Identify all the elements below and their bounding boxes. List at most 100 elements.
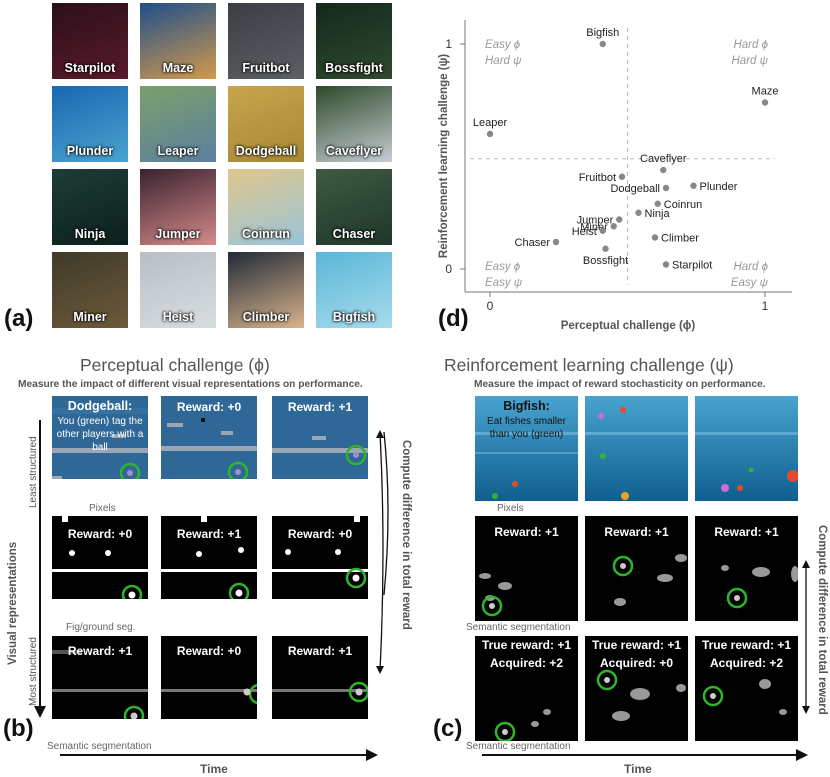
point-heist	[599, 227, 606, 234]
point-label-fruitbot: Fruitbot	[579, 172, 616, 184]
bigfish-pixel-frame-1: Bigfish: Eat fishes smaller than you (gr…	[475, 396, 578, 501]
game-tile-fruitbot: Fruitbot	[228, 3, 304, 79]
dodgeball-pixel-frame-1: Dodgeball: You (green) tag the other pla…	[52, 396, 148, 479]
panel-c-letter: (c)	[433, 715, 463, 742]
game-tile-label: Leaper	[157, 144, 199, 158]
fg-reward-1: Reward: +0	[67, 527, 133, 541]
game-tile-label: Heist	[162, 310, 194, 324]
point-ninja	[635, 209, 642, 216]
point-label-plunder: Plunder	[700, 181, 738, 193]
quadrant-label: Easy ψ	[485, 277, 523, 289]
point-bigfish	[599, 40, 606, 48]
c-row2-reward-2: Reward: +1	[604, 525, 669, 539]
quadrant-label: Easy ϕ	[485, 261, 521, 273]
quadrant-label: Hard ϕ	[733, 39, 768, 51]
game-tile-plunder: Plunder	[52, 86, 128, 162]
dodgeball-caption-title: Dodgeball:	[67, 399, 133, 413]
game-tile-label: Bossfight	[325, 61, 383, 75]
point-label-caveflyer: Caveflyer	[640, 153, 687, 165]
game-tile-label: Starpilot	[64, 61, 116, 75]
c-row3-acq-1: Acquired: +2	[489, 656, 564, 670]
game-tile-label: Ninja	[74, 227, 106, 241]
figground-frame-1: Reward: +0	[52, 516, 148, 599]
c-row3-true-3: True reward: +1	[701, 638, 792, 652]
point-starpilot	[662, 261, 670, 268]
semantic-frame-3: Reward: +1	[272, 636, 368, 719]
point-label-heist: Heist	[572, 226, 597, 238]
sem-reward-1: Reward: +1	[67, 644, 133, 658]
point-chaser	[552, 238, 560, 246]
quadrant-label: Easy ψ	[731, 277, 769, 289]
bigfish-sem-frame-1: Reward: +1	[475, 516, 578, 621]
x-axis-label: Perceptual challenge (ϕ)	[561, 320, 696, 332]
dodgeball-caption-text: You (green) tag the other players with a…	[56, 416, 144, 453]
point-label-maze: Maze	[752, 86, 779, 98]
least-structured-label: Least structured	[28, 436, 39, 508]
game-tile-maze: Maze	[140, 3, 216, 79]
game-tile-dodgeball: Dodgeball	[228, 86, 304, 162]
figground-frame-2: Reward: +1	[161, 516, 257, 599]
game-grid: Starpilot Maze Fruitbot Bossfight Plunder Lea…	[52, 3, 404, 335]
bigfish-stoch-frame-3: True reward: +1 Acquired: +2	[695, 636, 798, 741]
sem-reward-3: Reward: +1	[287, 644, 353, 658]
panel-b-letter: (b)	[3, 715, 34, 742]
game-tile-label: Coinrun	[242, 227, 290, 241]
game-tile-label: Caveflyer	[325, 144, 383, 158]
figground-frame-3: Reward: +0	[272, 516, 368, 599]
point-plunder	[690, 182, 697, 189]
game-tile-chaser: Chaser	[316, 169, 392, 245]
c-row3-true-1: True reward: +1	[481, 638, 572, 652]
c-row3-acq-2: Acquired: +0	[599, 656, 674, 670]
bigfish-stoch-frame-2: True reward: +1 Acquired: +0	[585, 636, 688, 741]
dodgeball-pixel-frame-2: Reward: +0	[161, 396, 257, 479]
point-climber	[651, 234, 659, 241]
point-miner	[610, 223, 617, 230]
game-tile-label: Jumper	[155, 227, 201, 241]
figground-label: Fig/ground seg.	[66, 622, 136, 633]
point-label-starpilot: Starpilot	[672, 260, 712, 272]
quadrant-label: Hard ϕ	[733, 261, 768, 273]
game-tile-heist: Heist	[140, 252, 216, 328]
game-tile-jumper: Jumper	[140, 169, 216, 245]
panel-c-title: Reinforcement learning challenge (ψ)	[444, 355, 734, 375]
c-row2-reward-3: Reward: +1	[714, 525, 779, 539]
dodgeball-pixel-frame-3: Reward: +1	[272, 396, 368, 479]
bigfish-caption-text: Eat fishes smaller than you (green)	[487, 416, 566, 440]
semantic-frame-2: Reward: +0	[161, 636, 257, 719]
pixel-reward-2: Reward: +1	[287, 400, 353, 414]
point-dodgeball	[662, 184, 670, 192]
game-tile-climber: Climber	[228, 252, 304, 328]
time-label-c: Time	[624, 762, 652, 776]
most-structured-label: Most structured	[28, 637, 39, 706]
point-label-dodgeball: Dodgeball	[610, 183, 660, 195]
game-tile-label: Climber	[242, 310, 290, 324]
pixel-reward-1: Reward: +0	[176, 400, 242, 414]
panel-b-title: Perceptual challenge (ϕ)	[80, 355, 270, 375]
time-arrow-icon-b	[60, 749, 378, 761]
point-maze	[761, 99, 769, 106]
game-tile-starpilot: Starpilot	[52, 3, 128, 79]
bigfish-sem-frame-3: Reward: +1	[695, 516, 798, 621]
point-fruitbot	[618, 173, 626, 180]
game-tile-label: Fruitbot	[242, 61, 290, 75]
game-tile-label: Bigfish	[332, 310, 376, 324]
bigfish-sem-frame-2: Reward: +1	[585, 516, 688, 621]
game-tile-leaper: Leaper	[140, 86, 216, 162]
game-tile-ninja: Ninja	[52, 169, 128, 245]
point-label-bigfish: Bigfish	[586, 27, 619, 39]
compare-bracket-icon	[376, 430, 389, 674]
game-tile-label: Plunder	[66, 144, 114, 158]
point-label-chaser: Chaser	[515, 237, 551, 249]
game-tile-miner: Miner	[52, 252, 128, 328]
point-label-coinrun: Coinrun	[664, 199, 703, 211]
panel-a-letter: (a)	[4, 305, 34, 332]
compute-diff-label-c: Compute difference in total reward	[816, 525, 828, 715]
quadrant-label: Easy ϕ	[485, 39, 521, 51]
point-jumper	[616, 216, 623, 223]
game-tile-label: Dodgeball	[235, 144, 297, 158]
game-tile-bigfish: Bigfish	[316, 252, 392, 328]
panel-c-subtitle: Measure the impact of reward stochastici…	[474, 379, 766, 390]
sem-reward-2: Reward: +0	[176, 644, 242, 658]
panel-d-letter: (d)	[438, 305, 469, 332]
point-coinrun	[654, 200, 661, 207]
